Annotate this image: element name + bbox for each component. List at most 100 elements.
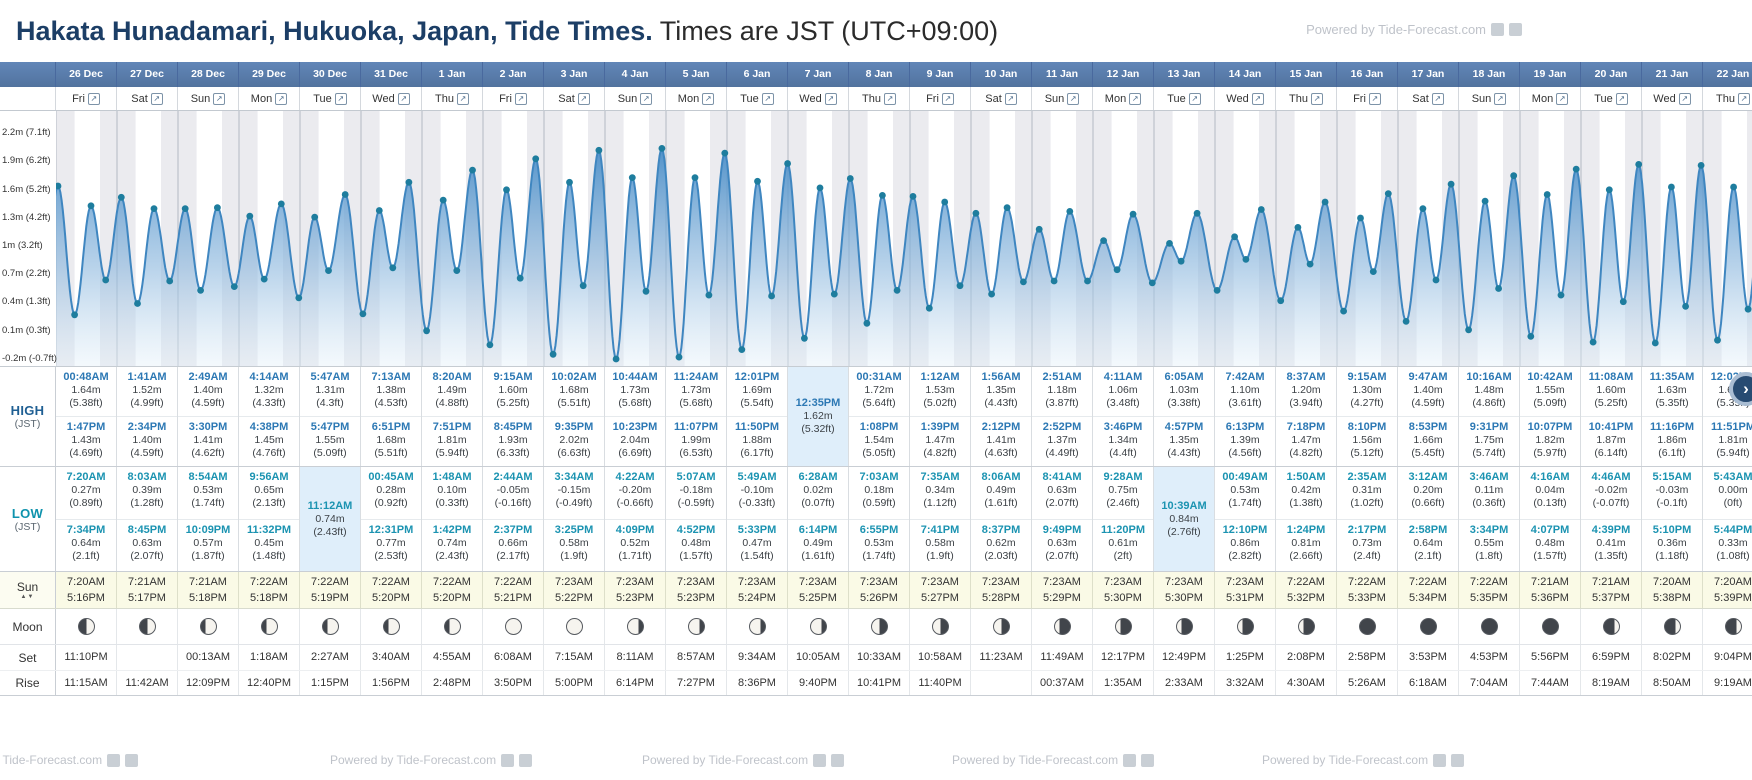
expand-icon[interactable]: ↗ [1678, 92, 1691, 105]
expand-icon[interactable]: ↗ [334, 92, 347, 105]
low-tide-time: 4:22AM [615, 471, 655, 483]
sunrise-time: 7:23AM [921, 576, 959, 588]
moonrise-time: 12:09PM [178, 671, 239, 695]
tide-height-ft: (1.48ft) [252, 549, 286, 562]
weekday-cell: Sat ↗ [971, 87, 1032, 110]
low-tide-entry: 9:49PM 0.63m (2.07ft) [1032, 518, 1092, 572]
high-tide-time: 6:05AM [1164, 371, 1204, 383]
expand-icon[interactable]: ↗ [577, 92, 590, 105]
sunrise-time: 7:22AM [1287, 576, 1325, 588]
sun-times-cell: 7:21AM 5:18PM [178, 572, 239, 608]
expand-icon[interactable]: ↗ [1188, 92, 1201, 105]
low-tide-cell: 8:03AM 0.39m (1.28ft) 8:45PM 0.63m (2.07ft) [117, 467, 178, 571]
expand-icon[interactable]: ↗ [1310, 92, 1323, 105]
high-tide-time: 4:14AM [249, 371, 289, 383]
tide-height-m: 0.49m [803, 536, 833, 549]
tide-height-m: 0.48m [1535, 536, 1565, 549]
low-tide-cell: 5:07AM -0.18m (-0.59ft) 4:52PM 0.48m (1.57ft) [666, 467, 727, 571]
expand-icon[interactable]: ↗ [702, 92, 715, 105]
sunrise-time: 7:22AM [372, 576, 410, 588]
tide-height-ft: (1.74ft) [191, 497, 225, 509]
tide-height-ft: (2.43ft) [313, 525, 347, 538]
expand-icon[interactable]: ↗ [1431, 92, 1444, 105]
moonset-time: 11:23AM [971, 645, 1032, 670]
low-tide-entry: 11:32PM 0.45m (1.48ft) [239, 518, 299, 572]
moonset-time: 3:53PM [1398, 645, 1459, 670]
expand-icon[interactable]: ↗ [87, 92, 100, 105]
sun-times-cell: 7:22AM 5:19PM [300, 572, 361, 608]
high-tide-entry: 1:39PM 1.47m (4.82ft) [910, 416, 970, 466]
moonrise-time: 10:41PM [849, 671, 910, 695]
low-tide-time: 1:48AM [432, 471, 472, 483]
tide-height-m: 1.68m [559, 384, 589, 396]
expand-icon[interactable]: ↗ [1368, 92, 1381, 105]
sunset-time: 5:18PM [250, 592, 288, 604]
expand-icon[interactable]: ↗ [640, 92, 653, 105]
tide-height-m: 1.37m [1047, 434, 1077, 446]
moonrise-time: 2:33AM [1154, 671, 1215, 695]
weekday-cell: Wed ↗ [788, 87, 849, 110]
low-tide-entry: 6:28AM 0.02m (0.07ft) [788, 467, 848, 519]
sun-toggle-up-icon[interactable]: ▲ [20, 594, 28, 600]
expand-icon[interactable]: ↗ [1067, 92, 1080, 105]
tide-height-m: -0.02m [1594, 484, 1628, 496]
moon-cell [1276, 609, 1337, 644]
moon-phase-icon [748, 618, 766, 635]
date-header: 22 Jan [1703, 62, 1752, 87]
expand-icon[interactable]: ↗ [883, 92, 896, 105]
expand-icon[interactable]: ↗ [941, 92, 954, 105]
low-tide-cell: 10:39AM 0.84m (2.76ft) [1154, 467, 1215, 571]
expand-icon[interactable]: ↗ [397, 92, 410, 105]
expand-icon[interactable]: ↗ [761, 92, 774, 105]
next-days-button[interactable]: › [1729, 372, 1752, 406]
tide-height-m: 1.63m [1657, 384, 1687, 396]
high-tide-cell: 9:47AM 1.40m (4.59ft) 8:53PM 1.66m (5.45ft) [1398, 367, 1459, 466]
moon-cell [56, 609, 117, 644]
sun-times-cell: 7:23AM 5:26PM [849, 572, 910, 608]
weekday-label: Fri [1353, 92, 1366, 105]
expand-icon[interactable]: ↗ [275, 92, 288, 105]
high-tide-time: 10:44AM [612, 371, 658, 383]
expand-icon[interactable]: ↗ [213, 92, 226, 105]
tide-height-ft: (5.45ft) [1411, 447, 1445, 459]
high-tide-entry: 9:15AM 1.30m (4.27ft) [1337, 367, 1397, 416]
expand-icon[interactable]: ↗ [456, 92, 469, 105]
expand-icon[interactable]: ↗ [1494, 92, 1507, 105]
high-tide-cell: 2:51AM 1.18m (3.87ft) 2:52PM 1.37m (4.49ft) [1032, 367, 1093, 466]
expand-icon[interactable]: ↗ [1004, 92, 1017, 105]
expand-icon[interactable]: ↗ [1129, 92, 1142, 105]
tide-height-ft: (5.97ft) [1533, 447, 1567, 459]
high-tide-time: 1:47PM [66, 421, 106, 433]
watermark: Powered by Tide-Forecast.com [1306, 22, 1522, 37]
high-tide-cell: 00:31AM 1.72m (5.64ft) 1:08PM 1.54m (5.05ft) [849, 367, 910, 466]
sun-toggle-down-icon[interactable]: ▼ [27, 594, 35, 600]
tide-height-m: 0.52m [620, 536, 650, 549]
high-tide-time: 2:52PM [1042, 421, 1082, 433]
expand-icon[interactable]: ↗ [1737, 92, 1750, 105]
tide-height-ft: (2.4ft) [1353, 549, 1381, 562]
expand-icon[interactable]: ↗ [514, 92, 527, 105]
tide-height-ft: (4.59ft) [1411, 397, 1445, 409]
expand-icon[interactable]: ↗ [1615, 92, 1628, 105]
expand-icon[interactable]: ↗ [150, 92, 163, 105]
low-tide-entry: 00:45AM 0.28m (0.92ft) [361, 467, 421, 519]
y-axis-label: -0.2m (-0.7ft) [2, 352, 57, 364]
expand-icon[interactable]: ↗ [1556, 92, 1569, 105]
sun-times-cell: 7:22AM 5:18PM [239, 572, 300, 608]
low-tide-time: 11:32PM [246, 523, 292, 536]
high-tide-entry: 4:57PM 1.35m (4.43ft) [1154, 416, 1214, 466]
expand-icon[interactable]: ↗ [1251, 92, 1264, 105]
expand-icon[interactable]: ↗ [824, 92, 837, 105]
tide-height-ft: (5.64ft) [862, 397, 896, 409]
high-tide-entry: 9:35PM 2.02m (6.63ft) [544, 416, 604, 466]
low-tide-cell: 3:34AM -0.15m (-0.49ft) 3:25PM 0.58m (1.9ft) [544, 467, 605, 571]
weekday-cell: Fri ↗ [1337, 87, 1398, 110]
tide-height-m: 1.49m [437, 384, 467, 396]
tide-height-ft: (3.87ft) [1045, 397, 1079, 409]
sun-row-toggle[interactable]: ▲▼ [21, 594, 35, 600]
tide-height-m: -0.15m [557, 484, 591, 496]
low-tide-time: 5:07AM [676, 471, 716, 483]
low-tide-time: 1:42PM [432, 523, 472, 536]
tide-height-ft: (2ft) [1113, 549, 1133, 562]
watermark: Powered by Tide-Forecast.com [642, 753, 845, 767]
